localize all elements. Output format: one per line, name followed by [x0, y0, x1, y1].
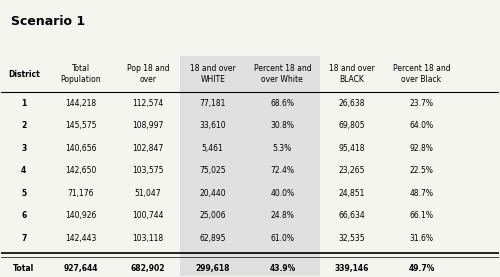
Text: 18 and over
WHITE: 18 and over WHITE	[190, 64, 236, 84]
Text: 144,218: 144,218	[66, 99, 96, 108]
Text: 103,575: 103,575	[132, 166, 164, 175]
Text: 6: 6	[21, 211, 26, 220]
Text: 299,618: 299,618	[196, 264, 230, 273]
Text: 33,610: 33,610	[200, 121, 226, 130]
Text: 26,638: 26,638	[338, 99, 365, 108]
Text: 140,656: 140,656	[65, 143, 96, 153]
Text: 7: 7	[21, 234, 26, 243]
Text: 72.4%: 72.4%	[270, 166, 294, 175]
Text: 5,461: 5,461	[202, 143, 224, 153]
Text: 339,146: 339,146	[334, 264, 369, 273]
Text: 142,650: 142,650	[66, 166, 96, 175]
Text: 95,418: 95,418	[338, 143, 365, 153]
Text: 103,118: 103,118	[132, 234, 164, 243]
Text: 48.7%: 48.7%	[410, 189, 434, 198]
Text: 43.9%: 43.9%	[269, 264, 295, 273]
Text: 1: 1	[21, 99, 26, 108]
Text: Total
Population: Total Population	[60, 64, 102, 84]
Text: 69,805: 69,805	[338, 121, 365, 130]
Text: 5: 5	[21, 189, 26, 198]
Bar	[245, 56, 320, 277]
Text: 100,744: 100,744	[132, 211, 164, 220]
Text: Scenario 1: Scenario 1	[12, 15, 86, 28]
Text: 30.8%: 30.8%	[270, 121, 294, 130]
Text: 112,574: 112,574	[132, 99, 164, 108]
Text: 4: 4	[21, 166, 26, 175]
Text: 71,176: 71,176	[68, 189, 94, 198]
Text: 92.8%: 92.8%	[410, 143, 434, 153]
Text: 5.3%: 5.3%	[272, 143, 292, 153]
Text: 32,535: 32,535	[338, 234, 365, 243]
Text: 75,025: 75,025	[200, 166, 226, 175]
Text: Percent 18 and
over Black: Percent 18 and over Black	[392, 64, 450, 84]
Text: 24,851: 24,851	[338, 189, 365, 198]
Text: 140,926: 140,926	[66, 211, 96, 220]
Text: 108,997: 108,997	[132, 121, 164, 130]
Text: 68.6%: 68.6%	[270, 99, 294, 108]
Text: 2: 2	[21, 121, 26, 130]
Text: 25,006: 25,006	[200, 211, 226, 220]
Text: 77,181: 77,181	[200, 99, 226, 108]
Text: 145,575: 145,575	[65, 121, 96, 130]
Text: 682,902: 682,902	[131, 264, 166, 273]
Text: Total: Total	[13, 264, 34, 273]
Text: Pop 18 and
over: Pop 18 and over	[127, 64, 170, 84]
Text: District: District	[8, 70, 40, 79]
Text: 23,265: 23,265	[338, 166, 365, 175]
Text: 66,634: 66,634	[338, 211, 365, 220]
Text: 142,443: 142,443	[66, 234, 96, 243]
Text: 102,847: 102,847	[132, 143, 164, 153]
Text: Percent 18 and
over White: Percent 18 and over White	[254, 64, 311, 84]
Text: 66.1%: 66.1%	[410, 211, 434, 220]
Text: 31.6%: 31.6%	[410, 234, 434, 243]
Text: 61.0%: 61.0%	[270, 234, 294, 243]
Text: 49.7%: 49.7%	[408, 264, 434, 273]
Text: 927,644: 927,644	[64, 264, 98, 273]
Text: 23.7%: 23.7%	[410, 99, 434, 108]
Text: 22.5%: 22.5%	[410, 166, 434, 175]
Text: 3: 3	[21, 143, 26, 153]
Text: 24.8%: 24.8%	[270, 211, 294, 220]
Text: 64.0%: 64.0%	[410, 121, 434, 130]
Text: 18 and over
BLACK: 18 and over BLACK	[329, 64, 375, 84]
Text: 62,895: 62,895	[200, 234, 226, 243]
Text: 20,440: 20,440	[200, 189, 226, 198]
Text: 51,047: 51,047	[135, 189, 162, 198]
Bar	[180, 56, 245, 277]
Text: 40.0%: 40.0%	[270, 189, 294, 198]
